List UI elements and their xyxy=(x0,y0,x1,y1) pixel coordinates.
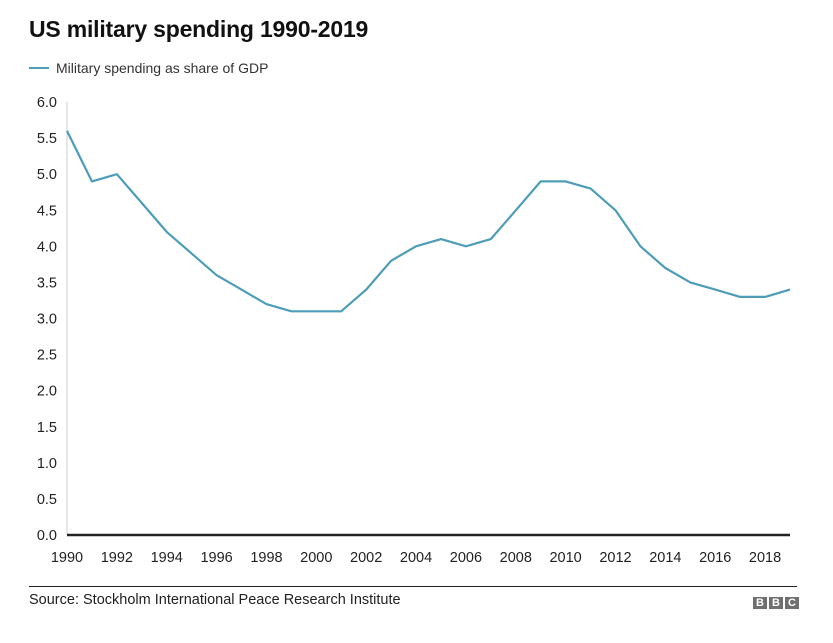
y-tick-label: 4.0 xyxy=(37,239,57,255)
legend-swatch-icon xyxy=(29,67,49,69)
y-axis-ticks: 0.0 0.5 1.0 1.5 2.0 2.5 3.0 3.5 4.0 4.5 5.0 5.5 6.0 xyxy=(37,95,57,544)
y-tick-label: 5.5 xyxy=(37,131,57,147)
legend-label: Military spending as share of GDP xyxy=(56,60,269,76)
x-tick-label: 2012 xyxy=(599,550,631,566)
y-tick-label: 4.5 xyxy=(37,203,57,219)
x-tick-label: 2004 xyxy=(400,550,432,566)
y-tick-label: 5.0 xyxy=(37,167,57,183)
y-tick-label: 1.0 xyxy=(37,456,57,472)
x-tick-label: 1990 xyxy=(51,550,83,566)
series-line-military-spending xyxy=(66,130,791,313)
bbc-logo-letter: B xyxy=(769,597,783,609)
x-tick-label: 2018 xyxy=(749,550,781,566)
series-points xyxy=(66,130,791,312)
y-tick-label: 0.5 xyxy=(37,492,57,508)
x-tick-label: 2014 xyxy=(649,550,681,566)
y-tick-label: 6.0 xyxy=(37,95,57,111)
bbc-logo-letter: B xyxy=(753,597,767,609)
source-divider xyxy=(29,586,797,587)
y-tick-label: 2.0 xyxy=(37,384,57,400)
y-tick-label: 3.0 xyxy=(37,312,57,328)
x-tick-label: 2000 xyxy=(300,550,332,566)
y-tick-label: 2.5 xyxy=(37,348,57,364)
chart-title: US military spending 1990-2019 xyxy=(29,16,369,42)
bbc-logo: B B C xyxy=(753,597,799,609)
source-note: Source: Stockholm International Peace Re… xyxy=(29,592,401,608)
x-tick-label: 1996 xyxy=(200,550,232,566)
y-tick-label: 0.0 xyxy=(37,528,57,544)
x-tick-label: 2008 xyxy=(500,550,532,566)
x-tick-label: 2016 xyxy=(699,550,731,566)
x-tick-label: 1994 xyxy=(151,550,183,566)
x-tick-label: 2002 xyxy=(350,550,382,566)
x-axis-ticks: 1990 1992 1994 1996 1998 2000 2002 2004 2006 2008… xyxy=(51,550,781,566)
y-tick-label: 3.5 xyxy=(37,275,57,291)
y-tick-label: 1.5 xyxy=(37,420,57,436)
x-tick-label: 1992 xyxy=(101,550,133,566)
x-tick-label: 2010 xyxy=(549,550,581,566)
legend: Military spending as share of GDP xyxy=(29,60,268,76)
x-tick-label: 2006 xyxy=(450,550,482,566)
bbc-logo-letter: C xyxy=(785,597,799,609)
x-tick-label: 1998 xyxy=(250,550,282,566)
